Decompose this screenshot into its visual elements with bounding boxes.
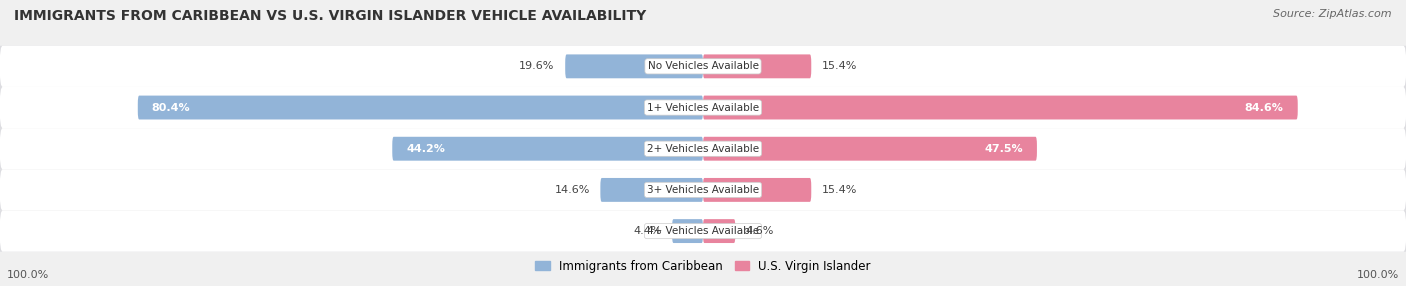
FancyBboxPatch shape bbox=[0, 169, 1406, 210]
FancyBboxPatch shape bbox=[1, 213, 1405, 249]
Text: 1+ Vehicles Available: 1+ Vehicles Available bbox=[647, 103, 759, 112]
FancyBboxPatch shape bbox=[600, 178, 703, 202]
FancyBboxPatch shape bbox=[0, 128, 1406, 169]
FancyBboxPatch shape bbox=[1, 131, 1405, 166]
FancyBboxPatch shape bbox=[0, 128, 1406, 169]
FancyBboxPatch shape bbox=[1, 172, 1405, 208]
Text: 4.6%: 4.6% bbox=[747, 226, 775, 236]
FancyBboxPatch shape bbox=[1, 49, 1405, 84]
FancyBboxPatch shape bbox=[703, 178, 811, 202]
FancyBboxPatch shape bbox=[0, 46, 1406, 87]
FancyBboxPatch shape bbox=[0, 87, 1406, 128]
Text: 15.4%: 15.4% bbox=[821, 61, 858, 71]
Text: 47.5%: 47.5% bbox=[984, 144, 1024, 154]
Text: 4.4%: 4.4% bbox=[633, 226, 662, 236]
Text: 44.2%: 44.2% bbox=[406, 144, 446, 154]
FancyBboxPatch shape bbox=[0, 46, 1406, 87]
FancyBboxPatch shape bbox=[0, 169, 1406, 210]
FancyBboxPatch shape bbox=[0, 210, 1406, 252]
Text: 100.0%: 100.0% bbox=[7, 270, 49, 279]
FancyBboxPatch shape bbox=[392, 137, 703, 161]
FancyBboxPatch shape bbox=[0, 87, 1406, 128]
Text: 4+ Vehicles Available: 4+ Vehicles Available bbox=[647, 226, 759, 236]
FancyBboxPatch shape bbox=[703, 54, 811, 78]
Text: 19.6%: 19.6% bbox=[519, 61, 554, 71]
FancyBboxPatch shape bbox=[1, 90, 1405, 125]
FancyBboxPatch shape bbox=[138, 96, 703, 120]
FancyBboxPatch shape bbox=[672, 219, 703, 243]
FancyBboxPatch shape bbox=[565, 54, 703, 78]
Text: 15.4%: 15.4% bbox=[821, 185, 858, 195]
FancyBboxPatch shape bbox=[703, 219, 735, 243]
Text: Source: ZipAtlas.com: Source: ZipAtlas.com bbox=[1274, 9, 1392, 19]
Legend: Immigrants from Caribbean, U.S. Virgin Islander: Immigrants from Caribbean, U.S. Virgin I… bbox=[530, 255, 876, 277]
Text: IMMIGRANTS FROM CARIBBEAN VS U.S. VIRGIN ISLANDER VEHICLE AVAILABILITY: IMMIGRANTS FROM CARIBBEAN VS U.S. VIRGIN… bbox=[14, 9, 647, 23]
Text: 3+ Vehicles Available: 3+ Vehicles Available bbox=[647, 185, 759, 195]
Text: 14.6%: 14.6% bbox=[554, 185, 591, 195]
FancyBboxPatch shape bbox=[0, 210, 1406, 252]
Text: 2+ Vehicles Available: 2+ Vehicles Available bbox=[647, 144, 759, 154]
FancyBboxPatch shape bbox=[703, 96, 1298, 120]
Text: 100.0%: 100.0% bbox=[1357, 270, 1399, 279]
FancyBboxPatch shape bbox=[703, 137, 1038, 161]
Text: 80.4%: 80.4% bbox=[152, 103, 190, 112]
Text: No Vehicles Available: No Vehicles Available bbox=[648, 61, 758, 71]
Text: 84.6%: 84.6% bbox=[1244, 103, 1284, 112]
